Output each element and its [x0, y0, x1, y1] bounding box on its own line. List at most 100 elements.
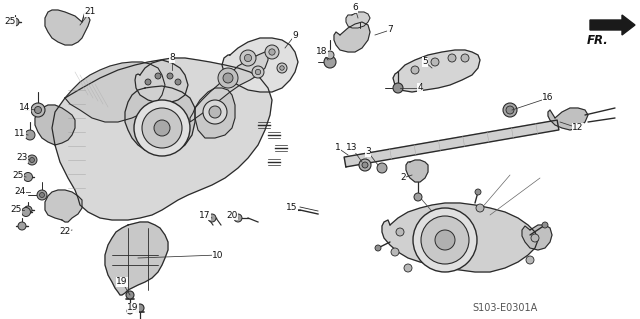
Circle shape — [391, 248, 399, 256]
Circle shape — [414, 193, 422, 201]
Text: 9: 9 — [292, 31, 298, 40]
Circle shape — [40, 192, 45, 197]
Circle shape — [475, 189, 481, 195]
Circle shape — [435, 230, 455, 250]
Polygon shape — [222, 38, 298, 92]
Circle shape — [145, 79, 151, 85]
Polygon shape — [125, 86, 195, 152]
Polygon shape — [45, 10, 90, 45]
Text: 25: 25 — [12, 170, 24, 180]
Text: 18: 18 — [316, 48, 328, 56]
Text: 4: 4 — [417, 84, 423, 93]
Text: 8: 8 — [169, 54, 175, 63]
Circle shape — [269, 49, 275, 55]
Circle shape — [31, 103, 45, 117]
Text: 5: 5 — [422, 57, 428, 66]
Polygon shape — [346, 12, 370, 28]
Circle shape — [461, 54, 469, 62]
Polygon shape — [406, 160, 428, 182]
Polygon shape — [195, 88, 235, 138]
Circle shape — [218, 68, 238, 88]
Text: 25: 25 — [4, 18, 16, 26]
Polygon shape — [522, 225, 552, 250]
Circle shape — [252, 66, 264, 78]
Polygon shape — [45, 190, 82, 222]
Polygon shape — [190, 50, 268, 122]
Circle shape — [24, 206, 32, 214]
Text: 13: 13 — [346, 144, 358, 152]
Text: 22: 22 — [60, 227, 70, 236]
Circle shape — [167, 73, 173, 79]
Circle shape — [22, 207, 31, 217]
Circle shape — [326, 51, 334, 59]
Circle shape — [359, 159, 371, 171]
Circle shape — [35, 107, 42, 114]
Circle shape — [134, 100, 190, 156]
Circle shape — [280, 66, 284, 70]
Polygon shape — [65, 62, 165, 122]
Circle shape — [542, 222, 548, 228]
Circle shape — [18, 222, 26, 230]
Text: 14: 14 — [19, 103, 31, 113]
Text: 1: 1 — [335, 144, 341, 152]
Circle shape — [421, 216, 469, 264]
Circle shape — [413, 208, 477, 272]
Text: S103-E0301A: S103-E0301A — [472, 303, 538, 313]
Circle shape — [223, 73, 233, 83]
Text: 3: 3 — [365, 147, 371, 157]
Polygon shape — [105, 222, 168, 295]
Text: 20: 20 — [227, 211, 237, 219]
Circle shape — [255, 69, 260, 75]
Text: 24: 24 — [14, 188, 26, 197]
Text: 7: 7 — [387, 26, 393, 34]
Circle shape — [154, 120, 170, 136]
Text: 21: 21 — [84, 8, 96, 17]
Circle shape — [29, 158, 35, 162]
Circle shape — [175, 79, 181, 85]
Circle shape — [24, 173, 33, 182]
Text: 10: 10 — [212, 250, 224, 259]
Circle shape — [448, 54, 456, 62]
Text: 19: 19 — [116, 278, 128, 286]
Circle shape — [396, 228, 404, 236]
Circle shape — [136, 304, 144, 312]
Text: 19: 19 — [127, 303, 139, 313]
Circle shape — [155, 73, 161, 79]
Circle shape — [208, 214, 216, 222]
Circle shape — [240, 50, 256, 66]
Circle shape — [324, 56, 336, 68]
Circle shape — [209, 106, 221, 118]
Text: 25: 25 — [10, 205, 22, 214]
Text: 11: 11 — [14, 129, 26, 137]
Text: 2: 2 — [400, 174, 406, 182]
Text: FR.: FR. — [587, 33, 609, 47]
Circle shape — [126, 291, 134, 299]
Circle shape — [244, 55, 252, 62]
Circle shape — [375, 245, 381, 251]
Circle shape — [27, 155, 37, 165]
Text: 12: 12 — [572, 123, 584, 132]
Circle shape — [11, 18, 19, 26]
Polygon shape — [334, 22, 370, 52]
Polygon shape — [52, 58, 272, 220]
Circle shape — [431, 58, 439, 66]
Circle shape — [476, 204, 484, 212]
Polygon shape — [135, 60, 188, 103]
Circle shape — [25, 130, 35, 140]
Circle shape — [411, 66, 419, 74]
Text: 23: 23 — [16, 153, 28, 162]
Circle shape — [142, 108, 182, 148]
Text: 15: 15 — [286, 204, 298, 212]
Text: 16: 16 — [542, 93, 554, 102]
Circle shape — [265, 45, 279, 59]
Circle shape — [393, 83, 403, 93]
Circle shape — [277, 63, 287, 73]
Circle shape — [531, 234, 539, 242]
Circle shape — [503, 103, 517, 117]
Text: 6: 6 — [352, 4, 358, 12]
Circle shape — [234, 214, 242, 222]
Polygon shape — [548, 108, 588, 130]
Polygon shape — [35, 105, 75, 145]
Circle shape — [203, 100, 227, 124]
Polygon shape — [590, 15, 635, 35]
